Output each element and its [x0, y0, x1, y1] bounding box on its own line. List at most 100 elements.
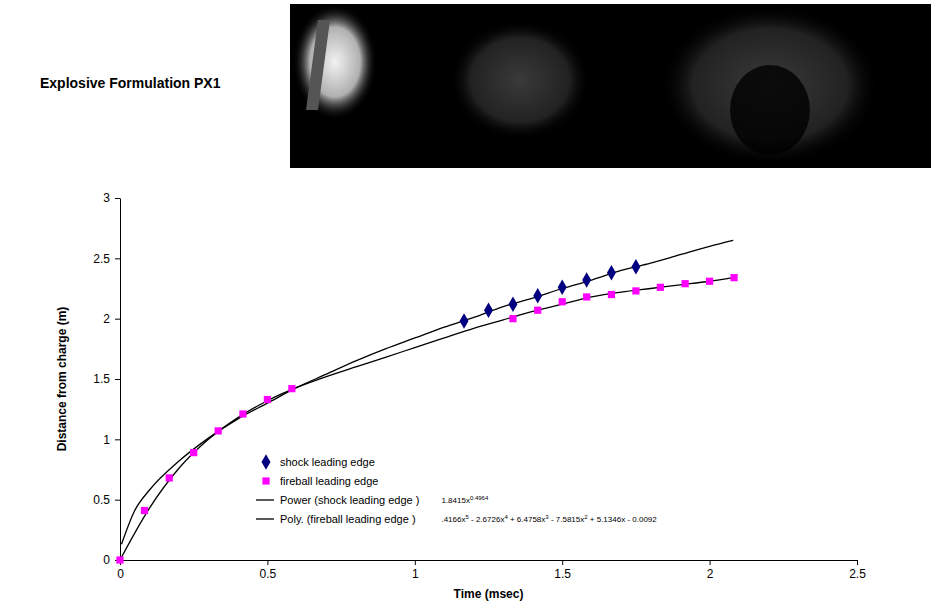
trend-line — [121, 240, 733, 544]
x-axis-tick-mark — [710, 560, 711, 565]
data-point — [632, 287, 639, 294]
x-axis-tick-label: 1.5 — [554, 567, 571, 581]
trend-equation: .4166x5 - 2.6726x4 + 6.4758x3 - 7.5815x2… — [441, 514, 657, 524]
data-point — [508, 296, 517, 312]
x-axis-line — [121, 560, 858, 561]
y-axis-tick: 1 — [103, 433, 120, 447]
data-point — [607, 265, 616, 281]
y-axis-tick: 0.5 — [93, 493, 120, 507]
trend-equation: 1.8415x0.4964 — [441, 495, 488, 505]
x-axis: 0 0.5 1 1.5 2 2.5 — [117, 560, 866, 581]
legend-entry: Power (shock leading edge ) — [256, 494, 419, 506]
equation-term: .4166x — [441, 515, 465, 524]
equation-term: - 2.6726x — [469, 515, 505, 524]
legend-entry: Poly. (fireball leading edge ) — [256, 513, 416, 525]
x-axis-tick-mark — [267, 560, 268, 565]
y-axis-tick: 2 — [103, 312, 120, 326]
y-axis-tick-label: 2 — [103, 312, 110, 326]
y-axis-title: Distance from charge (m) — [55, 307, 69, 452]
y-axis-tick-label: 1.5 — [93, 372, 110, 386]
photo-smoke — [660, 5, 880, 165]
x-axis-tick-mark — [562, 560, 563, 565]
legend-label: Poly. (fireball leading edge ) — [280, 513, 416, 525]
legend-swatch — [256, 499, 274, 500]
x-axis-tick-label: 0 — [117, 567, 124, 581]
x-axis-tick: 1 — [412, 560, 419, 581]
data-point — [484, 302, 493, 318]
legend-swatch — [262, 477, 269, 484]
legend-entry: fireball leading edge — [262, 475, 378, 487]
x-axis-tick-label: 2.5 — [849, 567, 866, 581]
x-axis-tick: 0.5 — [260, 560, 277, 581]
data-point — [141, 507, 148, 514]
data-point — [533, 288, 542, 304]
photo-shadow — [730, 65, 810, 155]
equation-term: + 6.4758x — [508, 515, 546, 524]
point-series — [460, 259, 641, 329]
title: Explosive Formulation PX1 — [40, 75, 221, 91]
data-point — [559, 298, 566, 305]
y-axis-tick-mark — [115, 500, 120, 501]
data-point — [657, 284, 664, 291]
data-point — [460, 313, 469, 329]
data-point — [682, 280, 689, 287]
y-axis-tick: 1.5 — [93, 372, 120, 386]
y-axis-tick: 2.5 — [93, 252, 120, 266]
data-point — [730, 274, 737, 281]
x-axis-tick-label: 1 — [412, 567, 419, 581]
x-axis-title: Time (msec) — [454, 587, 524, 601]
photo-charge — [306, 20, 330, 110]
plot-marks — [116, 240, 737, 563]
equation-term: + 5.1346x - 0.0092 — [588, 515, 658, 524]
equation-term: - 7.5815x — [549, 515, 585, 524]
data-point — [190, 449, 197, 456]
explosion-photo — [290, 4, 931, 168]
data-point — [631, 259, 640, 275]
legend-label: Power (shock leading edge ) — [280, 494, 419, 506]
y-axis-tick-mark — [115, 319, 120, 320]
y-axis-tick-mark — [115, 439, 120, 440]
x-axis-tick: 2.5 — [849, 560, 866, 581]
data-point — [264, 396, 271, 403]
data-point — [215, 427, 222, 434]
chart-svg: Explosive Formulation PX1 0 0.5 1 1.5 2 2.5 0 0.… — [0, 0, 935, 607]
legend-swatch — [256, 518, 274, 519]
y-axis-tick-mark — [115, 379, 120, 380]
y-axis-tick-label: 0 — [103, 553, 110, 567]
data-point — [239, 410, 246, 417]
legend-label: fireball leading edge — [280, 475, 378, 487]
y-axis-tick-label: 0.5 — [93, 493, 110, 507]
y-axis-tick-label: 1 — [103, 433, 110, 447]
equation-term: 1.8415x — [441, 496, 469, 505]
y-axis-tick-mark — [115, 198, 120, 199]
x-axis-tick-mark — [857, 560, 858, 565]
data-point — [583, 293, 590, 300]
point-series — [116, 274, 737, 564]
y-axis-tick: 3 — [103, 191, 120, 205]
y-axis-tick-label: 3 — [103, 191, 110, 205]
data-point — [288, 385, 295, 392]
x-axis-tick: 2 — [707, 560, 714, 581]
data-point — [706, 278, 713, 285]
legend: shock leading edge fireball leading edge P… — [256, 454, 657, 525]
legend-entry: shock leading edge — [262, 454, 375, 470]
x-axis-tick-mark — [415, 560, 416, 565]
data-point — [166, 474, 173, 481]
y-axis-tick-label: 2.5 — [93, 252, 110, 266]
data-point — [116, 556, 123, 563]
legend-label: shock leading edge — [280, 456, 375, 468]
equation-exponent: 0.4964 — [470, 495, 489, 501]
data-point — [509, 315, 516, 322]
x-axis-tick-label: 2 — [707, 567, 714, 581]
y-axis-tick-mark — [115, 258, 120, 259]
data-point — [558, 280, 567, 296]
trend-line — [120, 278, 733, 560]
x-axis-tick-label: 0.5 — [260, 567, 277, 581]
y-axis: 0 0.5 1 1.5 2 2.5 3 — [93, 191, 120, 567]
data-point — [534, 307, 541, 314]
chart-container: Explosive Formulation PX1 0 0.5 1 1.5 2 2.5 0 0.… — [0, 0, 935, 607]
y-axis-line — [120, 199, 121, 561]
photo-smoke — [450, 20, 590, 140]
legend-swatch — [262, 454, 271, 470]
data-point — [608, 291, 615, 298]
